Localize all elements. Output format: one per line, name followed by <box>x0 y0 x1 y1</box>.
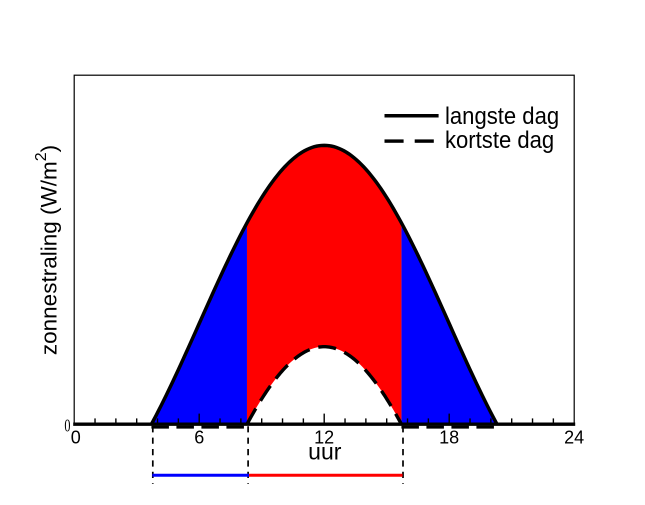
svg-text:kortste dag: kortste dag <box>445 126 554 153</box>
svg-text:18: 18 <box>439 428 459 448</box>
svg-text:6: 6 <box>194 428 204 448</box>
svg-text:12: 12 <box>314 428 334 448</box>
svg-text:24: 24 <box>564 428 584 448</box>
svg-text:langste dag: langste dag <box>445 102 559 129</box>
svg-text:zonnestraling (W/m2): zonnestraling (W/m2) <box>33 145 62 355</box>
svg-text:uur: uur <box>308 438 342 464</box>
svg-text:0: 0 <box>64 416 70 436</box>
svg-text:0: 0 <box>71 428 81 448</box>
